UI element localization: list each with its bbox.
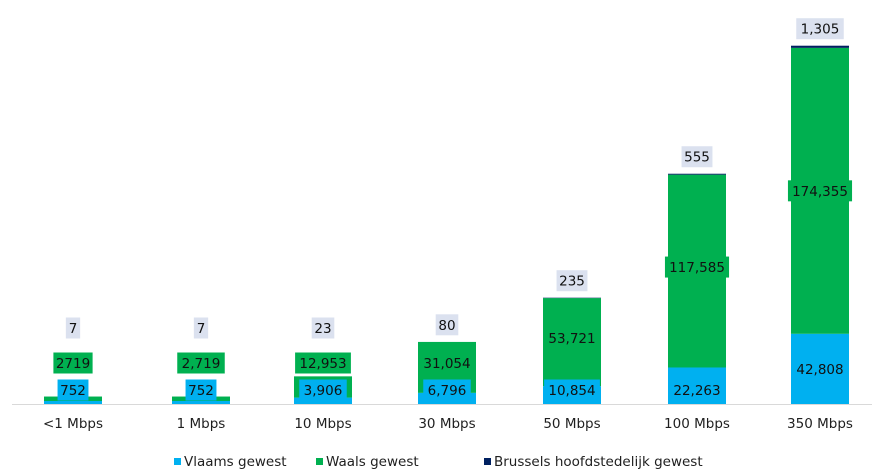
label-brussels-6-text: 1,305 <box>801 22 840 38</box>
bar-vlaams-0 <box>44 401 102 404</box>
label-vlaams-4: 10,854 <box>544 379 600 401</box>
label-brussels-3-box <box>435 314 459 336</box>
label-brussels-0-box <box>65 317 81 339</box>
label-vlaams-3-box <box>423 379 471 401</box>
label-waals-1-box <box>177 352 225 374</box>
label-vlaams-4-text: 10,854 <box>548 383 595 399</box>
label-brussels-2: 23 <box>311 317 335 339</box>
label-brussels-5-text: 555 <box>684 150 710 166</box>
label-waals-1-text: 2,719 <box>182 356 221 372</box>
label-vlaams-2-box <box>299 379 347 401</box>
x-tick-0: <1 Mbps <box>43 416 103 432</box>
x-tick-2: 10 Mbps <box>294 416 351 432</box>
label-waals-0-text: 2719 <box>56 356 90 372</box>
label-vlaams-1-text: 752 <box>188 383 214 399</box>
legend-item-1: Waals gewest <box>316 454 419 470</box>
x-tick-labels: <1 Mbps 1 Mbps 10 Mbps 30 Mbps 50 Mbps 100 Mb… <box>43 416 853 432</box>
label-vlaams-6: 42,808 <box>792 358 848 380</box>
label-vlaams-6-box <box>792 358 848 380</box>
label-waals-5-box <box>664 256 730 278</box>
label-brussels-1-box <box>193 317 209 339</box>
x-tick-5: 100 Mbps <box>664 416 730 432</box>
legend-label-1: Waals gewest <box>326 454 419 470</box>
label-vlaams-3-text: 6,796 <box>428 383 467 399</box>
data-labels-layer: 752 2719 7 752 2,719 7 3,906 12,953 23 6,796 31,05… <box>53 18 853 401</box>
label-brussels-1-text: 7 <box>197 321 206 337</box>
legend-label-2: Brussels hoofdstedelijk gewest <box>494 454 703 470</box>
label-brussels-4: 235 <box>556 270 588 292</box>
label-brussels-5: 555 <box>681 146 713 168</box>
legend-item-0: Vlaams gewest <box>174 454 287 470</box>
bar-vlaams-1 <box>172 401 230 404</box>
label-vlaams-1-box <box>185 379 217 401</box>
label-vlaams-3: 6,796 <box>423 379 471 401</box>
label-vlaams-2-text: 3,906 <box>304 383 343 399</box>
label-waals-6-box <box>787 180 853 202</box>
label-brussels-4-box <box>556 270 588 292</box>
legend: Vlaams gewest Waals gewest Brussels hoofds… <box>174 454 703 470</box>
label-waals-5: 117,585 <box>664 256 730 278</box>
label-vlaams-0-text: 752 <box>60 383 86 399</box>
label-vlaams-0: 752 <box>57 379 89 401</box>
label-brussels-6: 1,305 <box>796 18 844 40</box>
label-vlaams-5-text: 22,263 <box>673 383 720 399</box>
bar-vlaams-2 <box>294 397 352 404</box>
label-vlaams-5: 22,263 <box>669 379 725 401</box>
label-waals-4: 53,721 <box>544 327 600 349</box>
x-tick-1: 1 Mbps <box>177 416 226 432</box>
bars-layer <box>44 45 849 404</box>
label-vlaams-6-text: 42,808 <box>796 362 843 378</box>
label-brussels-5-box <box>681 146 713 168</box>
legend-item-2: Brussels hoofdstedelijk gewest <box>484 454 703 470</box>
label-vlaams-0-box <box>57 379 89 401</box>
label-waals-0-box <box>53 352 93 374</box>
legend-swatch-2 <box>484 458 491 465</box>
label-brussels-4-text: 235 <box>559 274 585 290</box>
label-brussels-3: 80 <box>435 314 459 336</box>
label-waals-1: 2,719 <box>177 352 225 374</box>
x-tick-4: 50 Mbps <box>543 416 600 432</box>
bar-brussels-6 <box>791 45 849 48</box>
legend-label-0: Vlaams gewest <box>184 454 287 470</box>
label-brussels-6-box <box>796 18 844 40</box>
label-brussels-1: 7 <box>193 317 209 339</box>
label-brussels-0: 7 <box>65 317 81 339</box>
label-waals-4-text: 53,721 <box>548 331 595 347</box>
legend-swatch-1 <box>316 458 323 465</box>
label-waals-3: 31,054 <box>419 352 475 374</box>
legend-swatch-0 <box>174 458 181 465</box>
label-brussels-2-box <box>311 317 335 339</box>
label-vlaams-2: 3,906 <box>299 379 347 401</box>
label-vlaams-1: 752 <box>185 379 217 401</box>
label-waals-2: 12,953 <box>295 352 351 374</box>
bar-brussels-5 <box>668 173 726 175</box>
label-waals-2-text: 12,953 <box>299 356 346 372</box>
label-brussels-0-text: 7 <box>69 321 78 337</box>
label-waals-6: 174,355 <box>787 180 853 202</box>
label-waals-6-text: 174,355 <box>792 184 848 200</box>
label-vlaams-4-box <box>544 379 600 401</box>
label-vlaams-5-box <box>669 379 725 401</box>
label-waals-2-box <box>295 352 351 374</box>
label-brussels-3-text: 80 <box>438 318 455 334</box>
label-waals-4-box <box>544 327 600 349</box>
x-tick-3: 30 Mbps <box>418 416 475 432</box>
label-waals-5-text: 117,585 <box>669 260 725 276</box>
label-waals-0: 2719 <box>53 352 93 374</box>
label-brussels-2-text: 23 <box>314 321 331 337</box>
x-tick-6: 350 Mbps <box>787 416 853 432</box>
label-waals-3-box <box>419 352 475 374</box>
label-waals-3-text: 31,054 <box>423 356 470 372</box>
